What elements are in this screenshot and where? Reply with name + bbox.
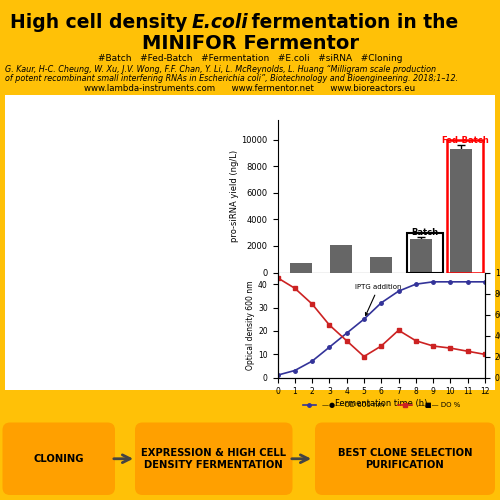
Bar (5, 95, 495, 390)
Text: Fed-Batch: Fed-Batch (404, 294, 447, 304)
DO % (430, 343, 436, 349)
DO % (274, 275, 280, 281)
Text: CLONING: CLONING (34, 454, 84, 464)
OD 600 nm (464, 279, 470, 285)
OD 600 nm (378, 300, 384, 306)
Legend: —●— OD 600 nm, —■— DO %: —●— OD 600 nm, —■— DO % (300, 399, 462, 411)
DO % (292, 285, 298, 291)
Bar (450, 149, 472, 272)
Text: MINIFOR Fermentor: MINIFOR Fermentor (142, 34, 358, 53)
Text: Batch: Batch (412, 228, 438, 237)
OD 600 nm (292, 368, 298, 374)
Bar (447, 140, 483, 272)
Bar (290, 262, 312, 272)
Text: fermentation in the: fermentation in the (245, 13, 458, 32)
OD 600 nm (344, 330, 349, 336)
Text: E.coli: E.coli (192, 13, 248, 32)
OD 600 nm (448, 279, 454, 285)
DO % (361, 354, 367, 360)
DO % (396, 327, 402, 333)
Text: Fed-Batch: Fed-Batch (441, 136, 489, 144)
Text: #Batch   #Fed-Batch   #Fermentation   #E.coli   #siRNA   #Cloning: #Batch #Fed-Batch #Fermentation #E.coli … (98, 54, 402, 63)
DO % (344, 338, 349, 344)
DO % (413, 338, 419, 344)
Text: BEST CLONE SELECTION
PURIFICATION: BEST CLONE SELECTION PURIFICATION (338, 448, 472, 469)
DO % (309, 301, 315, 307)
Text: www.lambda-instruments.com      www.fermentor.net      www.bioreactors.eu: www.lambda-instruments.com www.fermentor… (84, 84, 415, 93)
Text: of potent recombinant small interfering RNAs in Escherichia coli”, Biotechnology: of potent recombinant small interfering … (5, 74, 458, 83)
Text: High cell density: High cell density (10, 13, 194, 32)
Text: EXPRESSION & HIGH CELL
DENSITY FERMENTATION: EXPRESSION & HIGH CELL DENSITY FERMENTAT… (141, 448, 286, 469)
X-axis label: Fermentation time (h): Fermentation time (h) (335, 399, 428, 408)
DO % (482, 352, 488, 358)
DO % (326, 322, 332, 328)
Text: G. Kaur, H-C. Cheung, W. Xu, J.V. Wong, F.F. Chan, Y. Li, L. McReynolds, L. Huan: G. Kaur, H-C. Cheung, W. Xu, J.V. Wong, … (5, 65, 436, 74)
Text: Secondary
batch: Secondary batch (445, 284, 485, 304)
Text: IPTG addition: IPTG addition (356, 284, 402, 316)
OD 600 nm (309, 358, 315, 364)
OD 600 nm (430, 279, 436, 285)
Bar (330, 244, 352, 272)
OD 600 nm (361, 316, 367, 322)
Bar (410, 240, 432, 272)
OD 600 nm (326, 344, 332, 350)
Text: Primary
batch: Primary batch (326, 284, 356, 304)
Line: OD 600 nm: OD 600 nm (276, 280, 486, 377)
OD 600 nm (413, 281, 419, 287)
OD 600 nm (396, 288, 402, 294)
DO % (464, 348, 470, 354)
OD 600 nm (482, 279, 488, 285)
DO % (378, 343, 384, 349)
Bar (370, 256, 392, 272)
Y-axis label: Optical density 600 nm: Optical density 600 nm (246, 280, 256, 370)
Line: DO %: DO % (276, 276, 486, 358)
Bar (407, 232, 443, 272)
OD 600 nm (274, 372, 280, 378)
DO % (448, 345, 454, 351)
Y-axis label: pro-siRNA yield (ng/L): pro-siRNA yield (ng/L) (230, 150, 239, 242)
